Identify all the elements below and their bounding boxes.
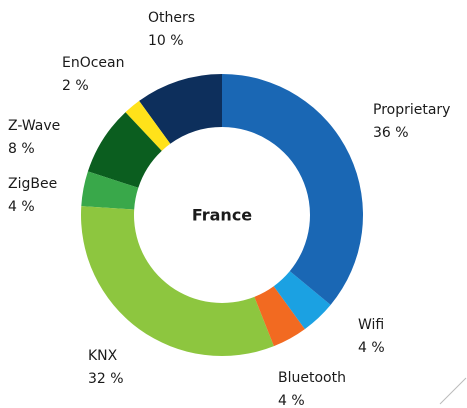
segment-value-label: 4 %: [8, 199, 35, 215]
segment-value-label: 4 %: [278, 393, 305, 408]
segment-label: EnOcean: [62, 55, 125, 71]
segment-value-label: 10 %: [148, 33, 184, 49]
donut-segment: [81, 171, 139, 210]
donut-segment: [254, 286, 305, 347]
donut-segment: [87, 112, 162, 188]
segment-value-label: 4 %: [358, 340, 385, 356]
donut-segment: [273, 271, 331, 330]
segment-label: KNX: [88, 348, 118, 364]
segment-value-label: 8 %: [8, 141, 35, 157]
corner-decoration: [439, 377, 467, 405]
segment-label: Z-Wave: [8, 118, 60, 134]
segment-label: Bluetooth: [278, 370, 346, 386]
chart-title: France: [192, 206, 252, 225]
donut-segment: [222, 74, 363, 305]
segment-label: Proprietary: [373, 102, 450, 118]
segment-label: Wifi: [358, 317, 384, 333]
donut-segment: [139, 74, 222, 144]
donut-segment: [81, 206, 274, 356]
segment-value-label: 32 %: [88, 371, 124, 387]
donut-segment: [125, 100, 171, 151]
segment-value-label: 36 %: [373, 125, 409, 141]
segment-value-label: 2 %: [62, 78, 89, 94]
segment-label: Others: [148, 10, 195, 26]
segment-label: ZigBee: [8, 176, 57, 192]
